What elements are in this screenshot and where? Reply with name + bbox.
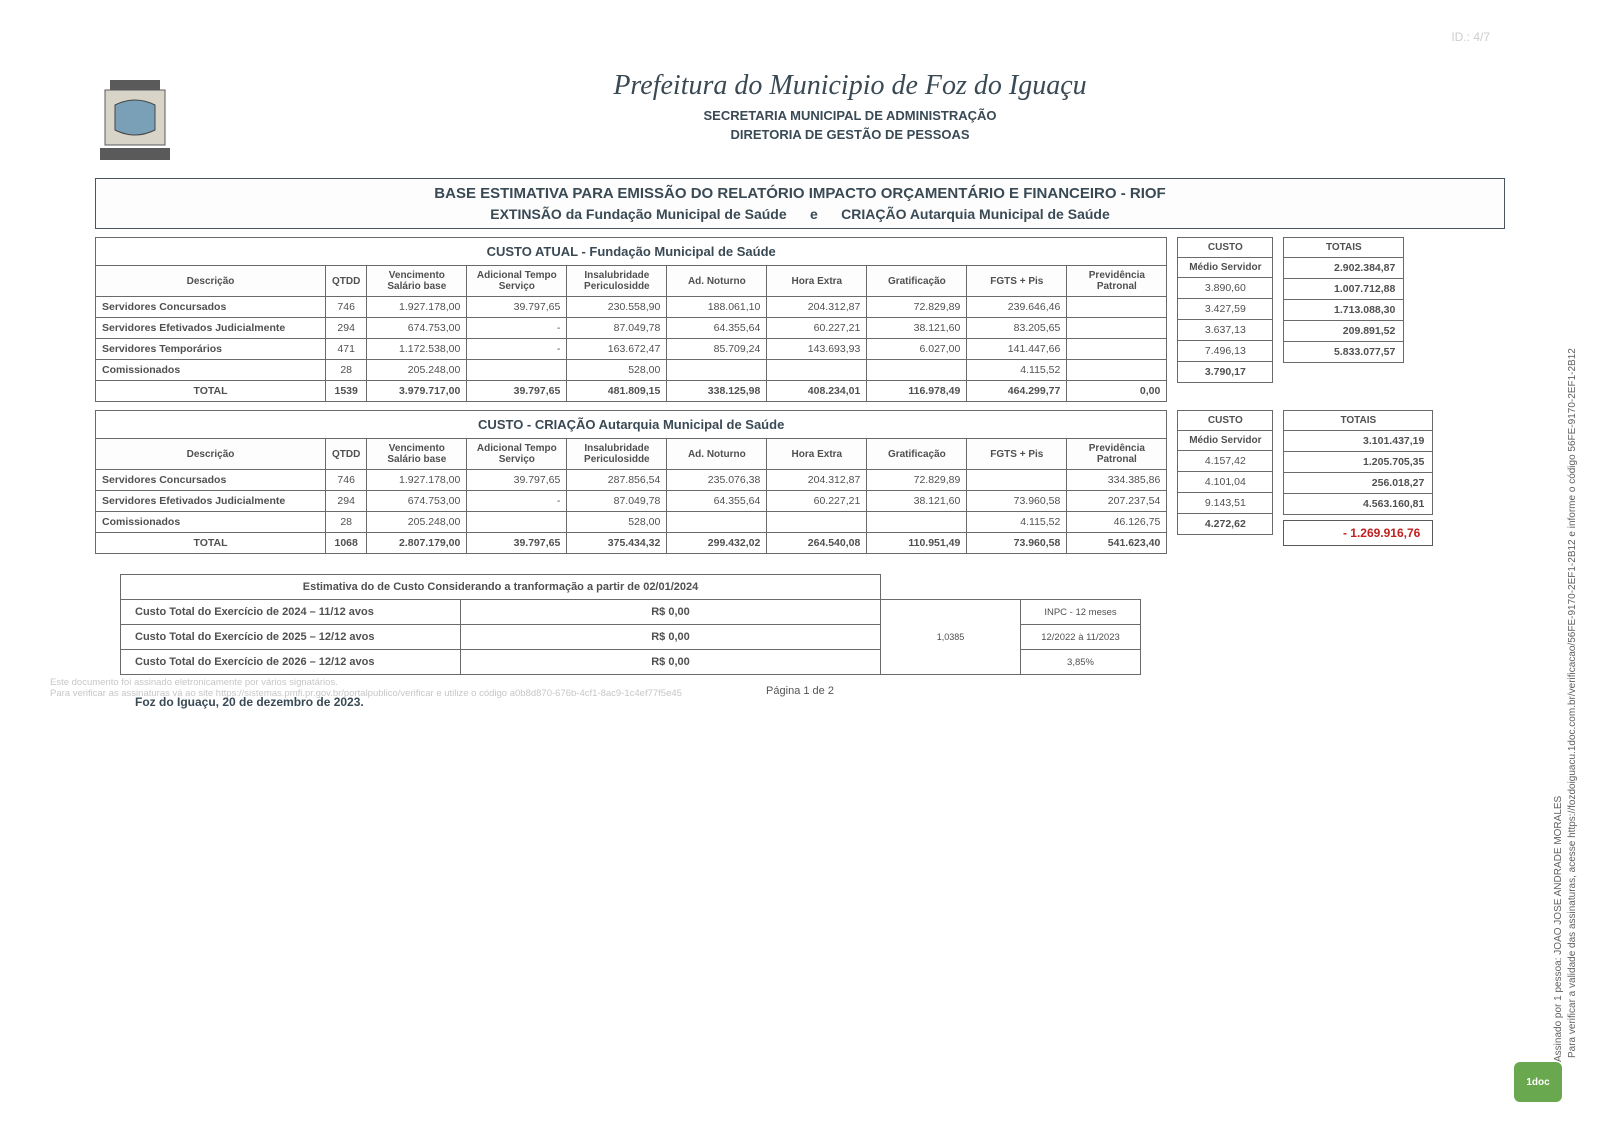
col-header: FGTS + Pis (967, 439, 1067, 470)
col-header: QTDD (326, 266, 367, 297)
medio-cell: 4.101,04 (1178, 472, 1273, 493)
banner-part-a: EXTINSÃO da Fundação Municipal de Saúde (490, 206, 786, 222)
table1-side: CUSTOMédio Servidor3.890,603.427,593.637… (1177, 237, 1273, 402)
medio-cell: 3.637,13 (1178, 320, 1273, 341)
col-header: Insalubridade Periculosidde (567, 439, 667, 470)
total-cell: 1.205.705,35 (1284, 452, 1433, 473)
total-cell: 1.007.712,88 (1284, 279, 1404, 300)
estimativa-table: Estimativa do de Custo Considerando a tr… (120, 574, 1141, 675)
col-header: Hora Extra (767, 439, 867, 470)
sig-line2: Para verificar a validade das assinatura… (1566, 60, 1580, 1058)
col-header: Ad. Noturno (667, 439, 767, 470)
table1-main: CUSTO ATUAL - Fundação Municipal de Saúd… (95, 237, 1167, 402)
col-header: QTDD (326, 439, 367, 470)
total-cell: 256.018,27 (1284, 473, 1433, 494)
report-banner: BASE ESTIMATIVA PARA EMISSÃO DO RELATÓRI… (95, 178, 1505, 229)
footer-note: Este documento foi assinado eletronicame… (50, 677, 682, 699)
est-title: Estimativa do de Custo Considerando a tr… (121, 575, 1141, 600)
col-header: Gratificação (867, 266, 967, 297)
total-row: TOTAL10682.807.179,0039.797,65375.434,32… (96, 533, 1167, 554)
title-block: Prefeitura do Municipio de Foz do Iguaçu… (195, 70, 1505, 142)
footer-l2: Para verificar as assinaturas vá ao site… (50, 688, 682, 699)
col-header: Descrição (96, 266, 326, 297)
total-cell: 3.101.437,19 (1284, 431, 1433, 452)
total-cell: 1.713.088,30 (1284, 300, 1404, 321)
col-header: Insalubridade Periculosidde (567, 266, 667, 297)
table1-wrap: CUSTO ATUAL - Fundação Municipal de Saúd… (95, 237, 1505, 402)
col-header: Hora Extra (767, 266, 867, 297)
secretariat: SECRETARIA MUNICIPAL DE ADMINISTRAÇÃO (195, 108, 1505, 123)
banner-part-c: CRIAÇÃO Autarquia Municipal de Saúde (841, 206, 1110, 222)
table-row: Servidores Concursados7461.927.178,0039.… (96, 470, 1167, 491)
table2-main: CUSTO - CRIAÇÃO Autarquia Municipal de S… (95, 410, 1167, 554)
medio-cell: 4.157,42 (1178, 451, 1273, 472)
col-header: Vencimento Salário base (367, 266, 467, 297)
medio-cell: 3.427,59 (1178, 299, 1273, 320)
total-row: TOTAL15393.979.717,0039.797,65481.809,15… (96, 381, 1167, 402)
grand-total: 5.833.077,57 (1284, 342, 1404, 363)
directorate: DIRETORIA DE GESTÃO DE PESSOAS (195, 127, 1505, 142)
document-page: ID.: 4/7 Prefeitura do Municipio de Foz … (0, 0, 1600, 729)
col-header: Adicional Tempo Serviço (467, 266, 567, 297)
table2-totais: TOTAIS3.101.437,191.205.705,35256.018,27… (1283, 410, 1433, 515)
col-header: FGTS + Pis (967, 266, 1067, 297)
table2-medio: CUSTOMédio Servidor4.157,424.101,049.143… (1177, 410, 1273, 535)
signature-sidebar: Assinado por 1 pessoa: JOAO JOSE ANDRADE… (1552, 60, 1572, 1062)
medio-cell: 9.143,51 (1178, 493, 1273, 514)
banner-title: BASE ESTIMATIVA PARA EMISSÃO DO RELATÓRI… (106, 185, 1494, 202)
table-row: Servidores Efetivados Judicialmente29467… (96, 318, 1167, 339)
col-header: Previdência Patronal (1067, 266, 1167, 297)
table1-medio: CUSTOMédio Servidor3.890,603.427,593.637… (1177, 237, 1273, 383)
col-header: Adicional Tempo Serviço (467, 439, 567, 470)
table2-side: CUSTOMédio Servidor4.157,424.101,049.143… (1177, 410, 1273, 554)
medio-cell: 3.890,60 (1178, 278, 1273, 299)
municipality-title: Prefeitura do Municipio de Foz do Iguaçu (195, 70, 1505, 102)
col-header: Ad. Noturno (667, 266, 767, 297)
table2-wrap: CUSTO - CRIAÇÃO Autarquia Municipal de S… (95, 410, 1505, 554)
crest-icon (95, 70, 175, 170)
table-row: Comissionados28205.248,00528,004.115,52 (96, 360, 1167, 381)
banner-part-b: e (810, 206, 818, 222)
difference-box: - 1.269.916,76 (1283, 520, 1433, 546)
table-row: Servidores Concursados7461.927.178,0039.… (96, 297, 1167, 318)
total-cell: 209.891,52 (1284, 321, 1404, 342)
footer-l1: Este documento foi assinado eletronicame… (50, 677, 682, 688)
banner-subtitle: EXTINSÃO da Fundação Municipal de Saúde … (106, 206, 1494, 222)
table-row: Servidores Temporários4711.172.538,00-16… (96, 339, 1167, 360)
table2-totais-col: TOTAIS3.101.437,191.205.705,35256.018,27… (1283, 410, 1433, 554)
medio-total: 4.272,62 (1178, 514, 1273, 535)
col-header: Vencimento Salário base (367, 439, 467, 470)
col-header: Descrição (96, 439, 326, 470)
col-header: Previdência Patronal (1067, 439, 1167, 470)
header: Prefeitura do Municipio de Foz do Iguaçu… (95, 70, 1505, 170)
medio-cell: 7.496,13 (1178, 341, 1273, 362)
est-row: Custo Total do Exercício de 2024 – 11/12… (121, 600, 1141, 625)
table1-totais: TOTAIS2.902.384,871.007.712,881.713.088,… (1283, 237, 1404, 363)
page-id: ID.: 4/7 (1451, 30, 1490, 44)
medio-total: 3.790,17 (1178, 362, 1273, 383)
col-header: Gratificação (867, 439, 967, 470)
table1-totais-col: TOTAIS2.902.384,871.007.712,881.713.088,… (1283, 237, 1404, 402)
table-row: Comissionados28205.248,00528,004.115,524… (96, 512, 1167, 533)
grand-total: 4.563.160,81 (1284, 494, 1433, 515)
table-row: Servidores Efetivados Judicialmente29467… (96, 491, 1167, 512)
total-cell: 2.902.384,87 (1284, 258, 1404, 279)
sig-line1: Assinado por 1 pessoa: JOAO JOSE ANDRADE… (1552, 60, 1566, 1062)
page-number: Página 1 de 2 (766, 685, 834, 697)
brand-logo-icon: 1doc (1514, 1062, 1562, 1102)
